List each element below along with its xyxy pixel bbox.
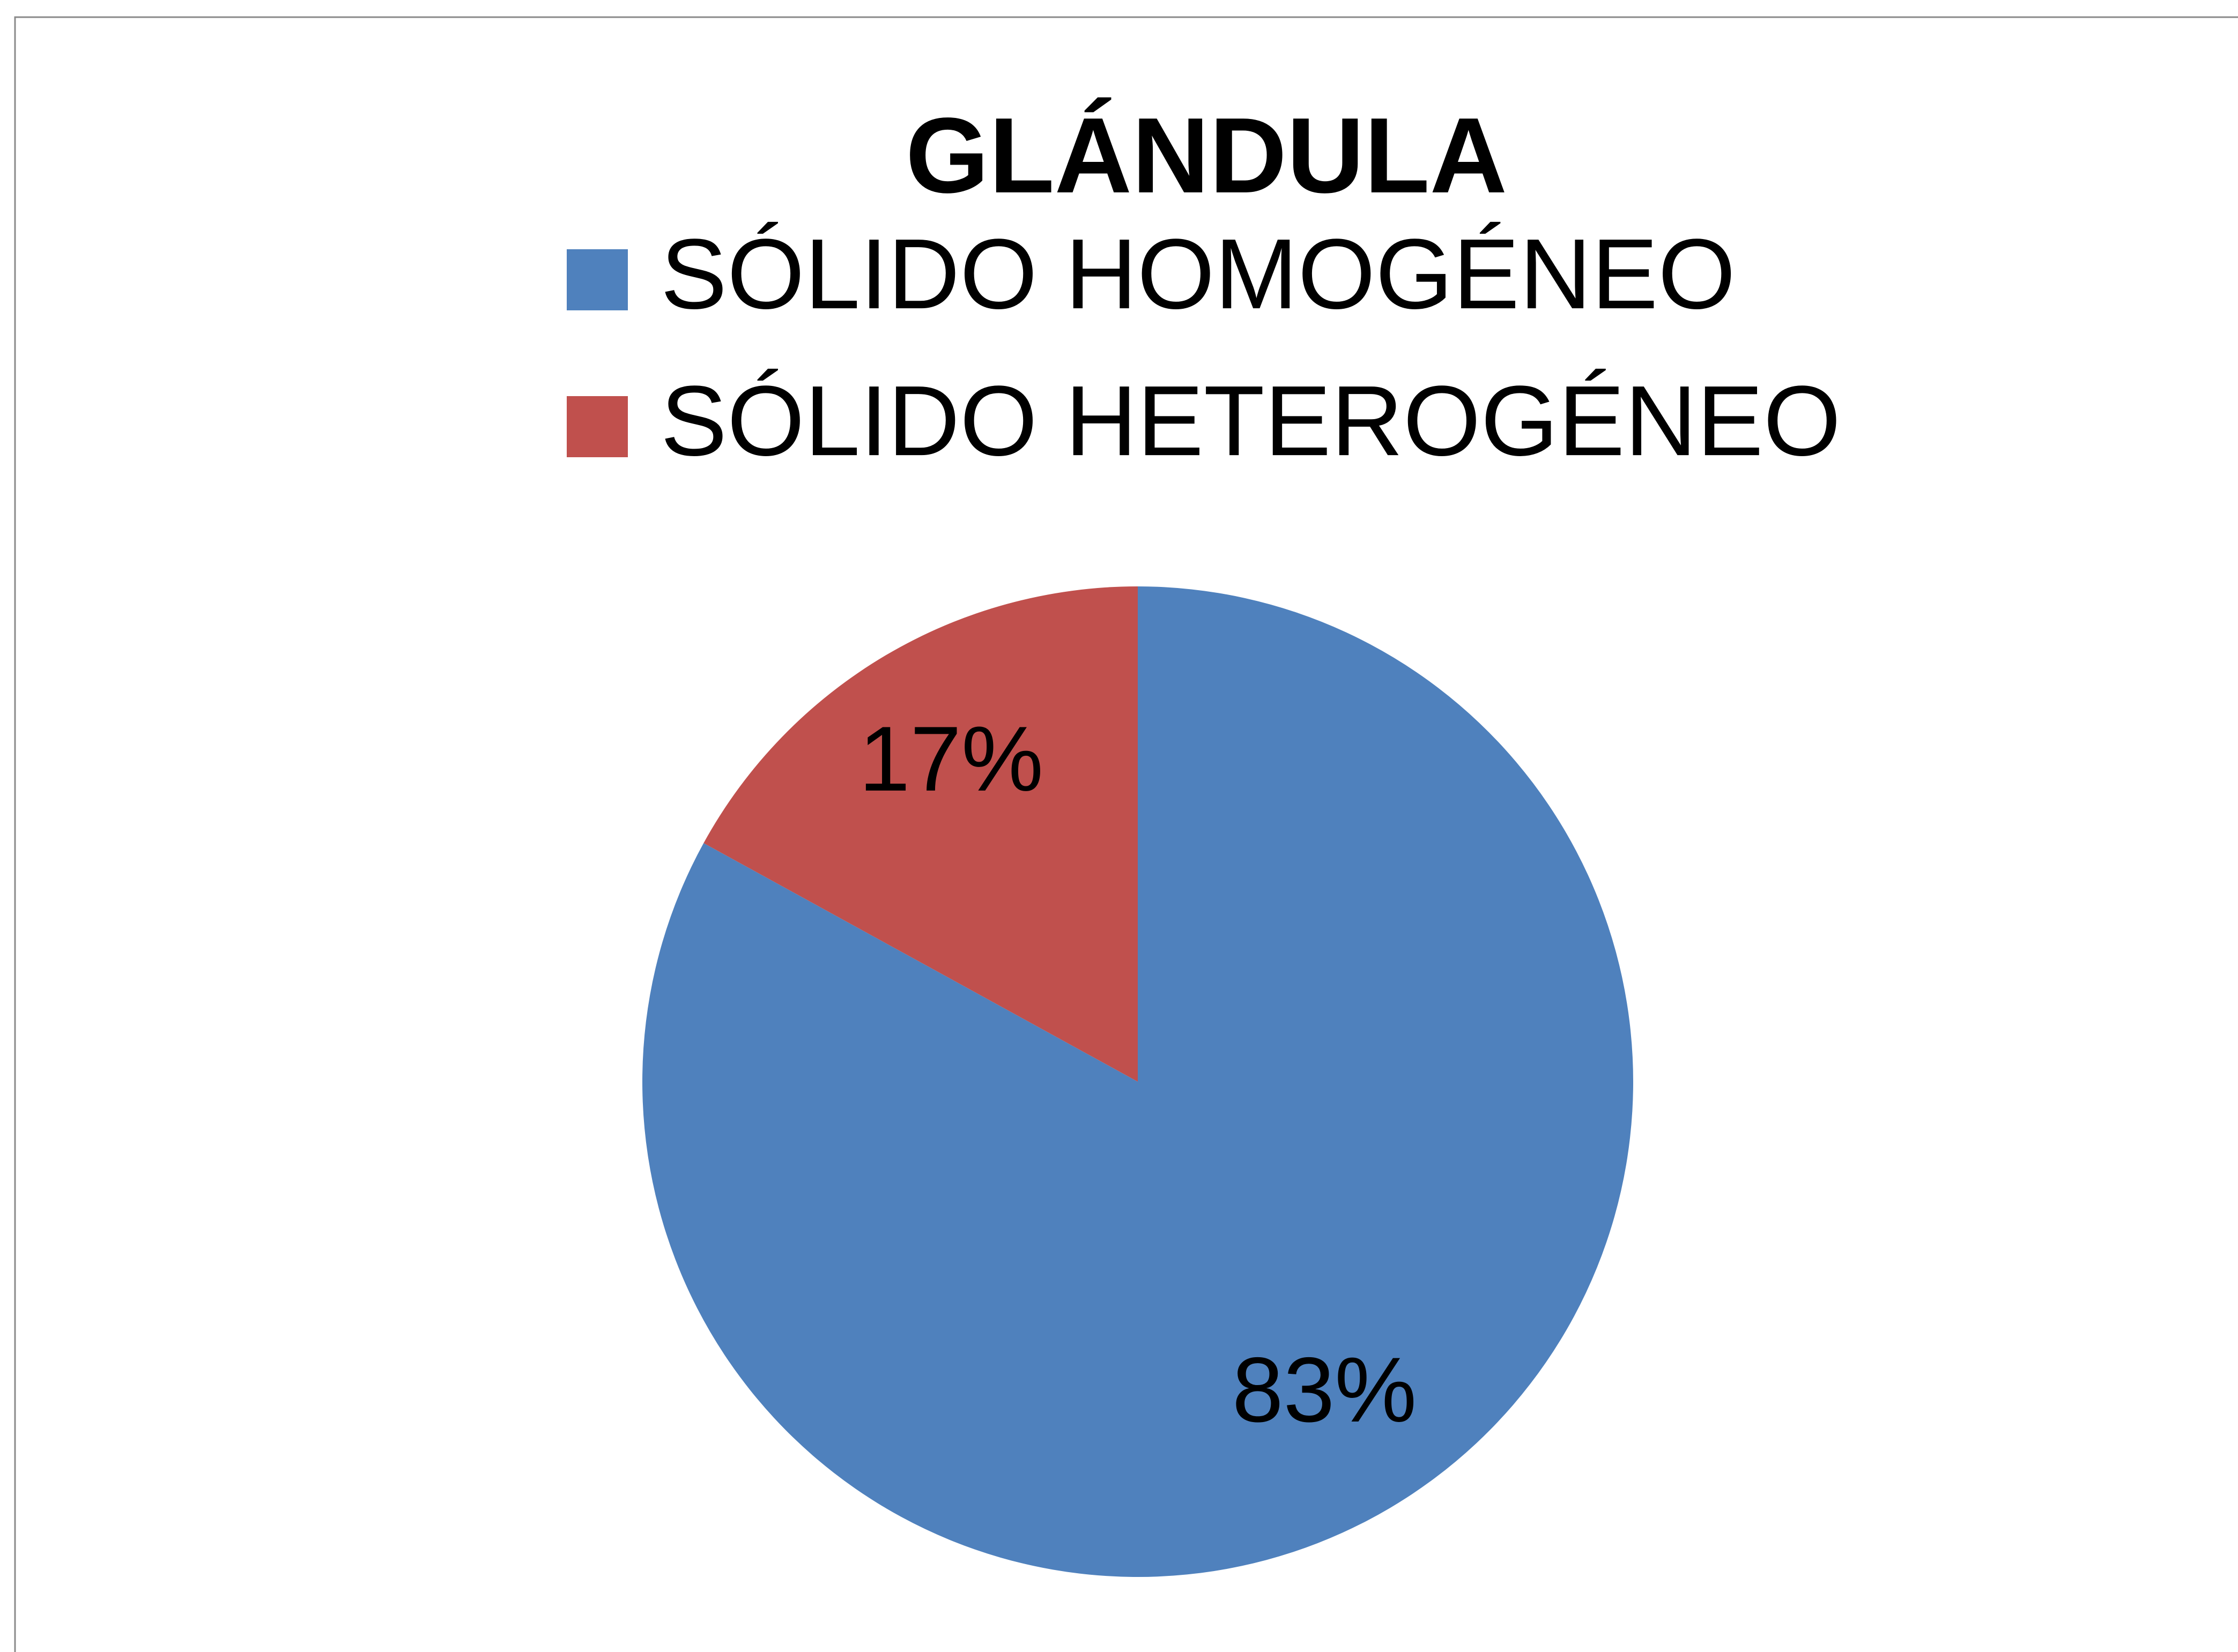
pie-slice bbox=[703, 586, 1138, 1082]
pie-slice bbox=[642, 586, 1633, 1577]
legend-swatch bbox=[567, 396, 628, 457]
legend-label: SÓLIDO HOMOGÉNEO bbox=[661, 219, 1736, 330]
legend-label: SÓLIDO HETEROGÉNEO bbox=[661, 366, 1841, 477]
chart-title: GLÁNDULA bbox=[906, 96, 1507, 215]
legend-swatch bbox=[567, 249, 628, 310]
data-label: 83% bbox=[1232, 1338, 1417, 1441]
data-label: 17% bbox=[859, 708, 1043, 810]
